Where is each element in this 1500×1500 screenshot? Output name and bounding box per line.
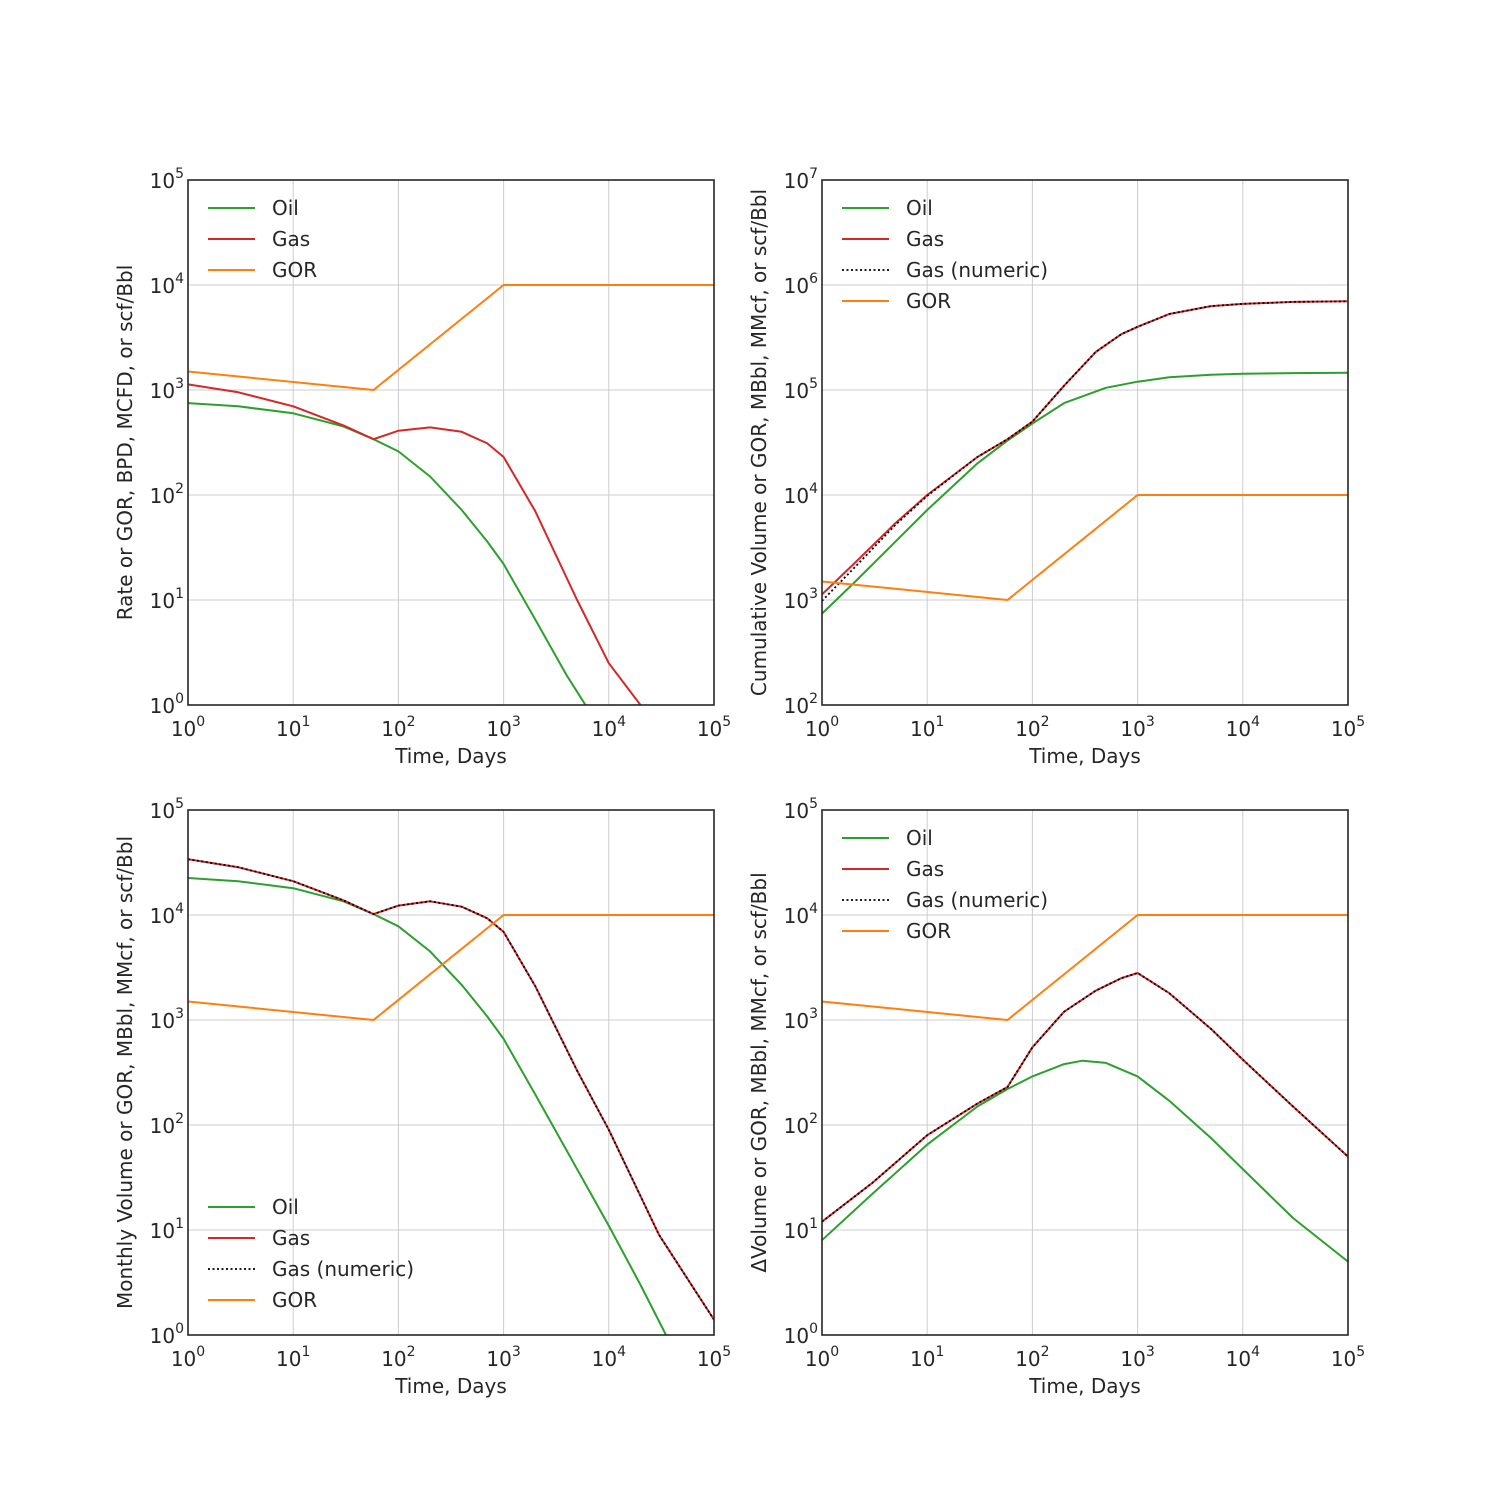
y-tick-label: 104 xyxy=(150,901,184,928)
y-tick-label: 105 xyxy=(150,166,184,193)
legend-label: Gas xyxy=(272,1226,310,1250)
legend-label: Gas (numeric) xyxy=(272,1257,414,1281)
series-line-gas xyxy=(822,972,1348,1223)
plot-frame xyxy=(821,809,1349,1336)
y-tick-label: 105 xyxy=(150,796,184,823)
legend-label: Oil xyxy=(906,196,933,220)
y-tick-label: 102 xyxy=(784,691,818,718)
y-tick-label: 105 xyxy=(784,376,818,403)
legend-label: Gas xyxy=(272,227,310,251)
y-tick-label: 102 xyxy=(784,1111,818,1138)
legend-label: GOR xyxy=(906,919,951,943)
series-line-gas-numeric xyxy=(822,300,1348,602)
x-tick-label: 104 xyxy=(1226,714,1260,741)
x-tick-label: 104 xyxy=(592,714,626,741)
y-axis-label: ΔVolume or GOR, MBbl, MMcf, or scf/Bbl xyxy=(747,872,771,1272)
plot-frame xyxy=(821,179,1349,706)
series-line-gor xyxy=(822,914,1348,1021)
legend: Oil Gas Gas (numeric) GOR xyxy=(208,1195,414,1312)
y-tick-label: 103 xyxy=(150,376,184,403)
x-tick-label: 105 xyxy=(1331,714,1365,741)
y-tick-label: 103 xyxy=(784,586,818,613)
legend-label: Gas xyxy=(906,227,944,251)
y-tick-label: 102 xyxy=(150,481,184,508)
x-axis-label: Time, Days xyxy=(394,1374,507,1398)
series-line-oil xyxy=(822,371,1348,615)
series-line-gas-numeric xyxy=(188,858,714,1321)
series-line-oil xyxy=(188,402,587,705)
legend: Oil Gas Gas (numeric) GOR xyxy=(842,196,1048,313)
legend: Oil Gas GOR xyxy=(208,196,317,282)
y-tick-label: 100 xyxy=(150,1321,184,1348)
x-tick-label: 100 xyxy=(805,1344,839,1371)
legend: Oil Gas Gas (numeric) GOR xyxy=(842,826,1048,943)
plot-frame xyxy=(187,809,715,1336)
x-tick-label: 104 xyxy=(1226,1344,1260,1371)
series-line-gas xyxy=(188,383,642,705)
y-tick-label: 105 xyxy=(784,796,818,823)
series-line-oil xyxy=(822,1059,1348,1263)
y-tick-label: 102 xyxy=(150,1111,184,1138)
y-tick-label: 103 xyxy=(784,1006,818,1033)
series-line-gor xyxy=(188,914,714,1021)
legend-label: Gas (numeric) xyxy=(906,888,1048,912)
x-tick-label: 105 xyxy=(697,714,731,741)
x-tick-label: 100 xyxy=(171,1344,205,1371)
x-axis-label: Time, Days xyxy=(1028,744,1141,768)
x-tick-label: 102 xyxy=(1015,1344,1049,1371)
y-tick-label: 104 xyxy=(784,481,818,508)
y-tick-label: 104 xyxy=(150,271,184,298)
y-axis-label: Cumulative Volume or GOR, MBbl, MMcf, or… xyxy=(747,189,771,696)
x-axis-label: Time, Days xyxy=(394,744,507,768)
x-tick-label: 105 xyxy=(1331,1344,1365,1371)
y-tick-label: 101 xyxy=(150,586,184,613)
cumulative-chart: 100 101 102 103 104 105 102 103 104 105 106 107 Time… xyxy=(747,166,1365,768)
plot-frame xyxy=(187,179,715,706)
delta-volume-chart: 100 101 102 103 104 105 100 101 102 103 104 105 Time… xyxy=(747,796,1365,1398)
legend-label: Oil xyxy=(906,826,933,850)
legend-label: Gas xyxy=(906,857,944,881)
series-line-gor xyxy=(822,494,1348,601)
x-axis-label: Time, Days xyxy=(1028,1374,1141,1398)
y-tick-label: 104 xyxy=(784,901,818,928)
legend-label: GOR xyxy=(272,258,317,282)
x-tick-label: 101 xyxy=(910,714,944,741)
x-tick-label: 103 xyxy=(486,1344,520,1371)
x-tick-label: 103 xyxy=(1120,714,1154,741)
y-tick-label: 100 xyxy=(784,1321,818,1348)
x-tick-label: 102 xyxy=(1015,714,1049,741)
x-tick-label: 103 xyxy=(486,714,520,741)
x-tick-label: 105 xyxy=(697,1344,731,1371)
y-tick-label: 107 xyxy=(784,166,818,193)
y-tick-label: 106 xyxy=(784,271,818,298)
x-tick-label: 102 xyxy=(381,714,415,741)
series-line-oil xyxy=(188,877,667,1335)
x-tick-label: 102 xyxy=(381,1344,415,1371)
legend-label: Oil xyxy=(272,196,299,220)
legend-label: Gas (numeric) xyxy=(906,258,1048,282)
x-tick-label: 101 xyxy=(276,1344,310,1371)
x-tick-label: 100 xyxy=(171,714,205,741)
legend-label: GOR xyxy=(272,1288,317,1312)
x-tick-label: 101 xyxy=(276,714,310,741)
legend-label: GOR xyxy=(906,289,951,313)
x-tick-label: 103 xyxy=(1120,1344,1154,1371)
y-tick-label: 101 xyxy=(784,1216,818,1243)
rate-chart: 100 101 102 103 104 105 100 101 102 103 104 105 Time… xyxy=(113,166,731,768)
y-tick-label: 100 xyxy=(150,691,184,718)
x-tick-label: 100 xyxy=(805,714,839,741)
legend-label: Oil xyxy=(272,1195,299,1219)
y-axis-label: Monthly Volume or GOR, MBbl, MMcf, or sc… xyxy=(113,836,137,1309)
x-tick-label: 101 xyxy=(910,1344,944,1371)
series-line-gor xyxy=(188,284,714,391)
x-tick-label: 104 xyxy=(592,1344,626,1371)
y-tick-label: 103 xyxy=(150,1006,184,1033)
monthly-volume-chart: 100 101 102 103 104 105 100 101 102 103 104 105 Time… xyxy=(113,796,731,1398)
y-axis-label: Rate or GOR, BPD, MCFD, or scf/Bbl xyxy=(113,265,137,621)
y-tick-label: 101 xyxy=(150,1216,184,1243)
